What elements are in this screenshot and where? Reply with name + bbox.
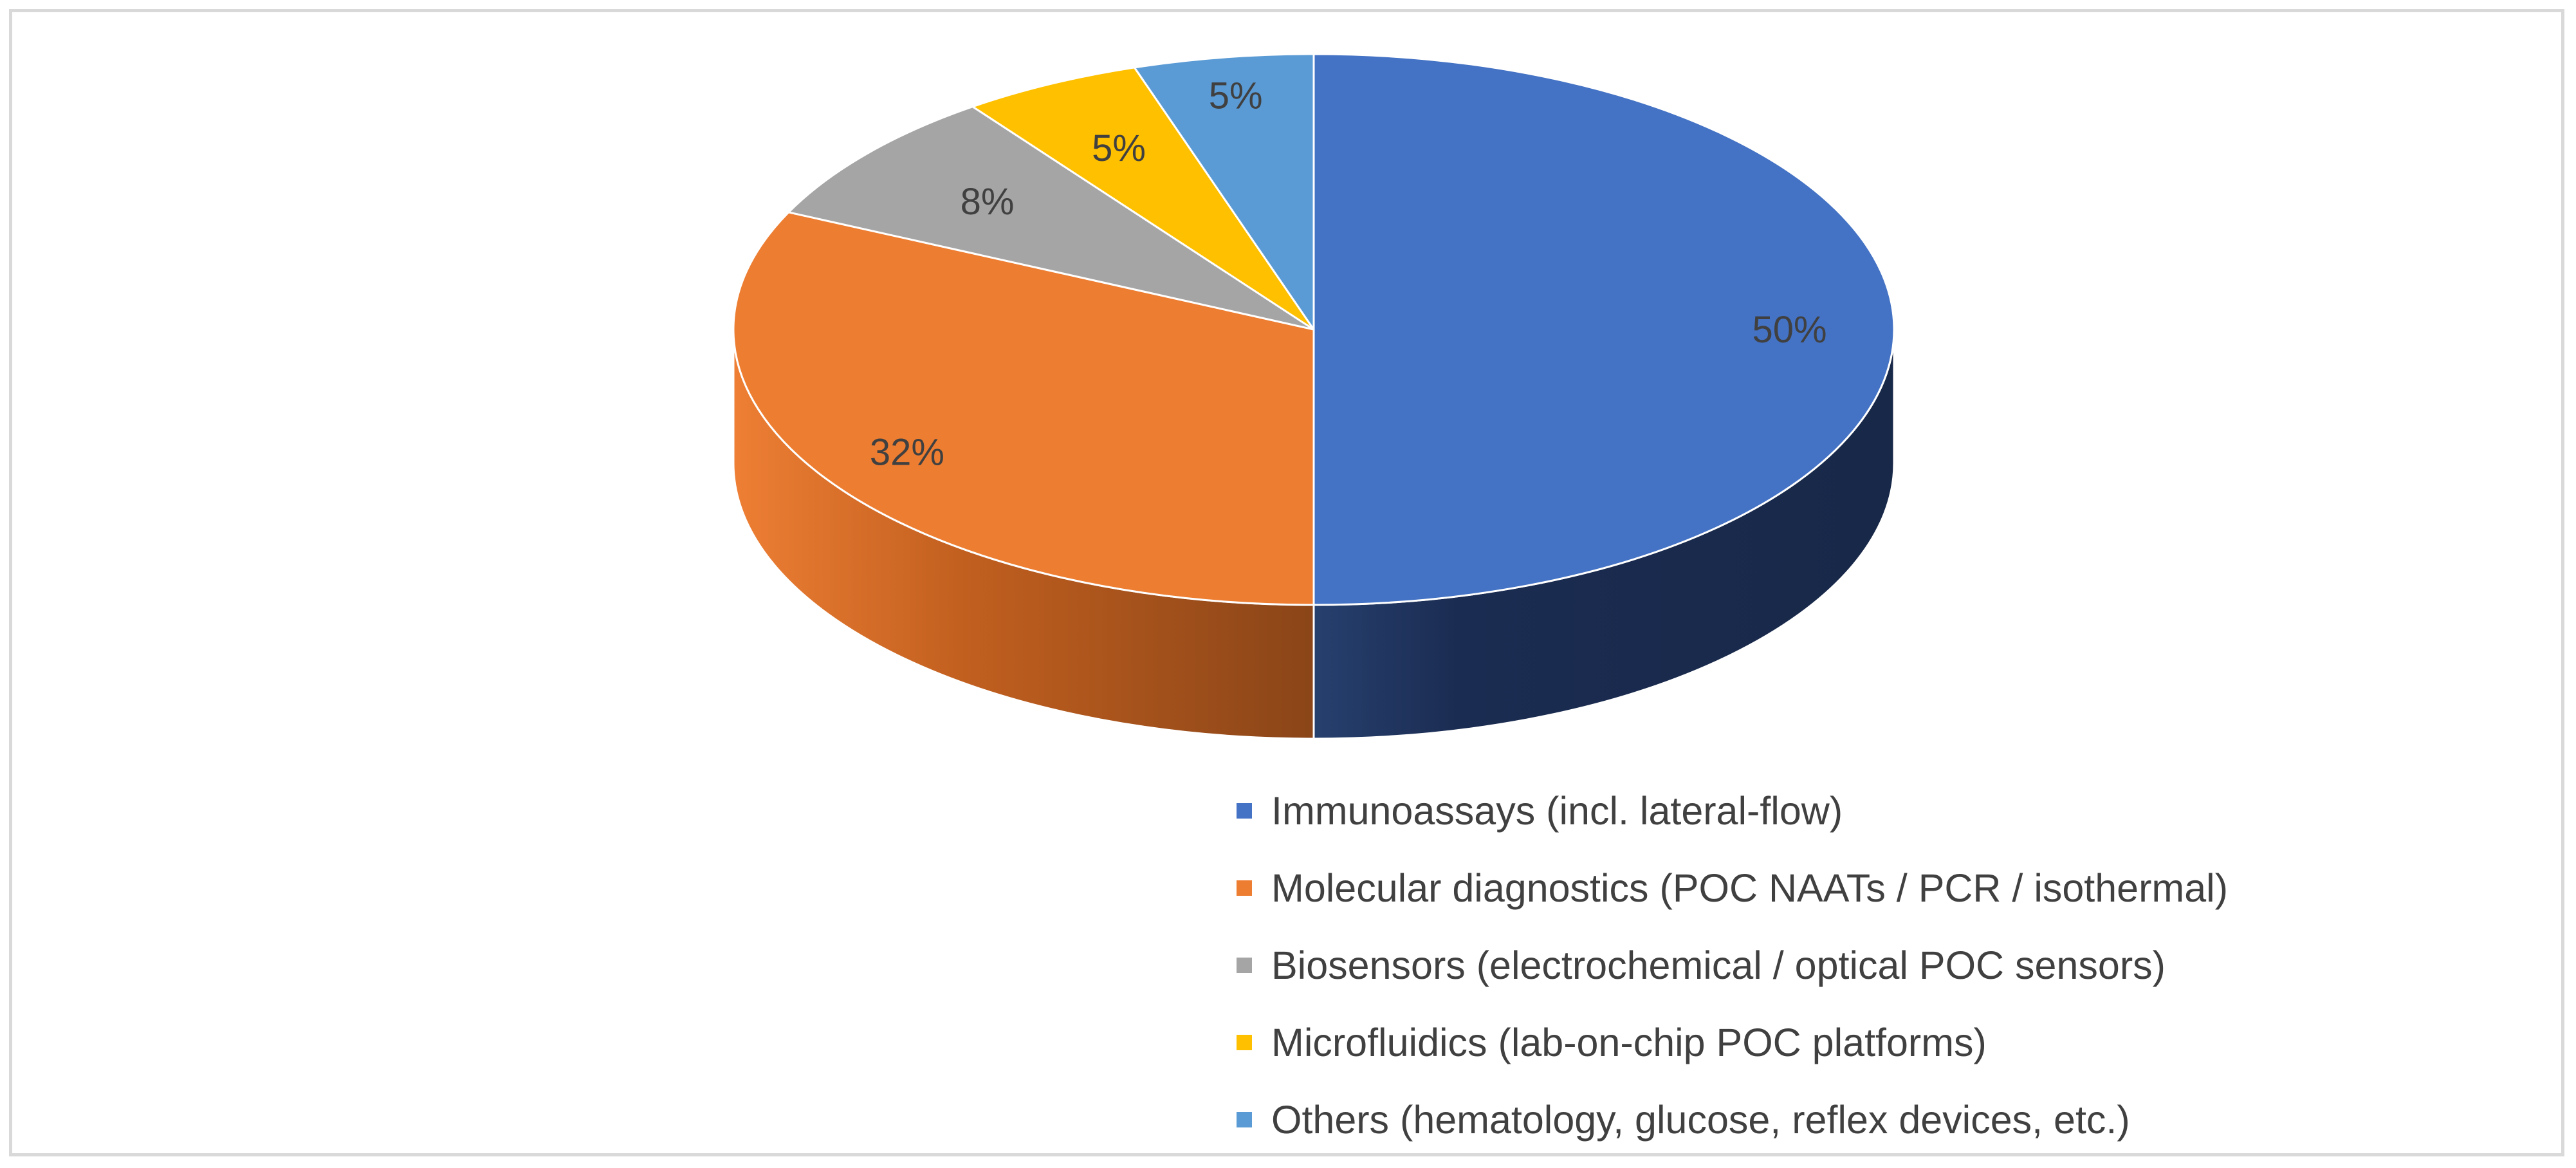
legend-item: Biosensors (electrochemical / optical PO… — [1237, 927, 2228, 1004]
pie-slice-1 — [732, 211, 1315, 606]
data-label-2: 8% — [961, 181, 1015, 223]
data-label-0: 50% — [1753, 309, 1827, 351]
legend-swatch — [1237, 803, 1252, 819]
pie-slice-0 — [1312, 53, 1895, 606]
legend-swatch — [1237, 1112, 1252, 1127]
legend-item: Microfluidics (lab-on-chip POC platforms… — [1237, 1004, 2228, 1081]
data-label-1: 32% — [870, 431, 944, 473]
legend-label: Molecular diagnostics (POC NAATs / PCR /… — [1271, 866, 2229, 910]
legend-swatch — [1237, 1035, 1252, 1050]
pie-slice-4 — [1133, 53, 1315, 331]
legend-swatch — [1237, 880, 1252, 896]
legend-swatch — [1237, 958, 1252, 973]
legend-label: Microfluidics (lab-on-chip POC platforms… — [1271, 1021, 1987, 1064]
pie-slice-2 — [787, 106, 1315, 331]
legend-label: Biosensors (electrochemical / optical PO… — [1271, 943, 2166, 987]
data-label-3: 5% — [1092, 127, 1146, 169]
legend: Immunoassays (incl. lateral-flow) Molecu… — [1237, 772, 2228, 1158]
legend-label: Immunoassays (incl. lateral-flow) — [1271, 789, 1843, 833]
legend-label: Others (hematology, glucose, reflex devi… — [1271, 1098, 2130, 1142]
legend-item: Molecular diagnostics (POC NAATs / PCR /… — [1237, 849, 2228, 927]
legend-item: Immunoassays (incl. lateral-flow) — [1237, 772, 2228, 849]
legend-item: Others (hematology, glucose, reflex devi… — [1237, 1081, 2228, 1158]
pie-slice-3 — [971, 66, 1315, 331]
data-label-4: 5% — [1209, 75, 1263, 117]
